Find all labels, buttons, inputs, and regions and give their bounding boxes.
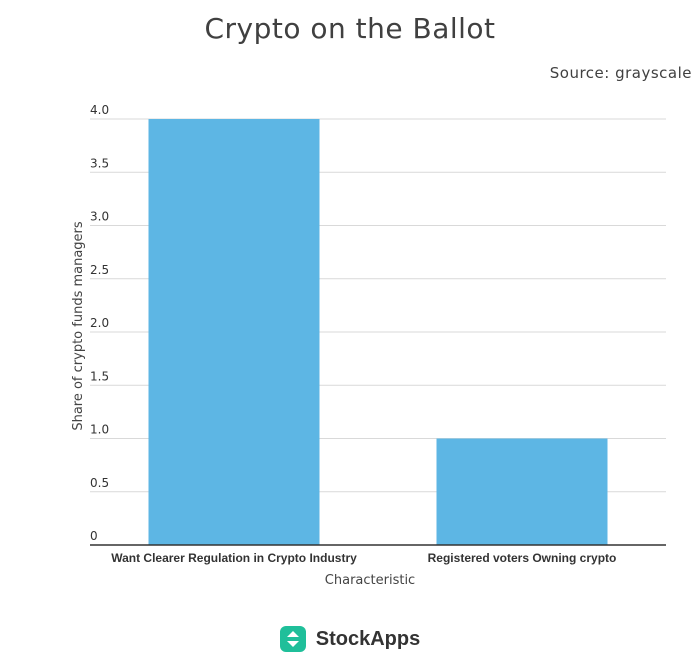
brand-footer: StockApps — [0, 626, 700, 652]
y-axis-label: Share of crypto funds managers — [71, 221, 86, 431]
source-note: Source: grayscale — [549, 64, 692, 82]
bar-chart: 0 0.5 1.0 1.5 2.0 2.5 3.0 3.5 4.0 Want Clearer R… — [71, 103, 666, 588]
up-down-arrows-icon — [279, 626, 306, 652]
x-axis-label: Characteristic — [325, 573, 415, 588]
y-tick-label: 4.0 — [90, 103, 109, 117]
x-tick-labels: Want Clearer Regulation in Crypto Indust… — [111, 551, 616, 565]
x-tick-label: Registered voters Owning crypto — [428, 551, 617, 565]
bars — [148, 119, 608, 545]
bar — [436, 438, 608, 545]
y-tick-label: 0.5 — [90, 476, 109, 490]
bar — [148, 119, 320, 545]
y-tick-label: 2.5 — [90, 263, 109, 277]
y-tick-label: 0 — [90, 529, 98, 543]
x-tick-label: Want Clearer Regulation in Crypto Indust… — [111, 551, 357, 565]
y-tick-label: 3.0 — [90, 210, 109, 224]
brand-name: StockApps — [315, 627, 421, 650]
y-tick-label: 2.0 — [90, 316, 109, 330]
y-tick-label: 1.0 — [90, 423, 109, 437]
y-tick-label: 1.5 — [90, 369, 109, 383]
y-tick-labels: 0 0.5 1.0 1.5 2.0 2.5 3.0 3.5 4.0 — [90, 103, 109, 543]
chart-title: Crypto on the Ballot — [204, 12, 496, 45]
y-tick-label: 3.5 — [90, 156, 109, 170]
